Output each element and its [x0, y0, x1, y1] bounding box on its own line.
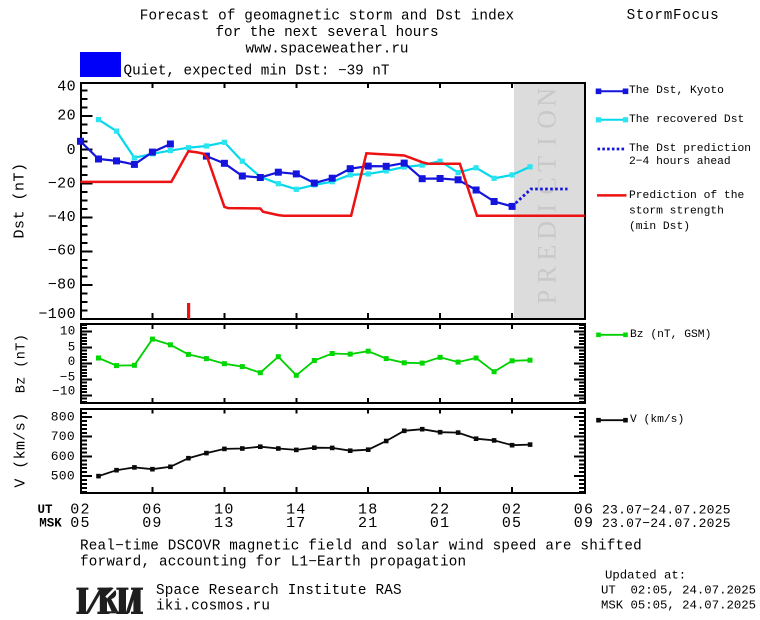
svg-text:D: D [533, 221, 562, 240]
svg-text:C: C [533, 177, 562, 194]
svg-text:V (km/s): V (km/s) [630, 414, 684, 426]
svg-text:O: O [533, 110, 562, 129]
svg-text:StormFocus: StormFocus [627, 8, 720, 24]
svg-text:05: 05 [70, 515, 90, 532]
svg-text:E: E [533, 245, 562, 261]
svg-text:Bz (nT): Bz (nT) [15, 334, 30, 394]
svg-text:(min Dst): (min Dst) [629, 221, 690, 233]
svg-text:09: 09 [574, 515, 594, 532]
svg-text:23.07−24.07.2025: 23.07−24.07.2025 [602, 503, 731, 518]
svg-text:13: 13 [214, 515, 234, 532]
svg-text:500: 500 [51, 469, 75, 484]
svg-text:V (km/s): V (km/s) [13, 412, 30, 487]
svg-text:storm strength: storm strength [629, 206, 724, 218]
svg-text:23.07−24.07.2025: 23.07−24.07.2025 [602, 516, 731, 531]
svg-text:iki.cosmos.ru: iki.cosmos.ru [156, 599, 270, 615]
svg-text:−20: −20 [48, 176, 76, 193]
svg-text:700: 700 [51, 429, 75, 444]
svg-text:The recovered Dst: The recovered Dst [629, 114, 744, 126]
svg-text:0: 0 [67, 142, 76, 159]
svg-text:02: 02 [70, 502, 90, 519]
svg-text:The Dst, Kyoto: The Dst, Kyoto [629, 85, 724, 97]
svg-text:5: 5 [68, 340, 76, 354]
svg-text:10: 10 [214, 502, 234, 519]
svg-text:R: R [533, 265, 562, 283]
svg-text:0: 0 [68, 355, 76, 369]
svg-text:21: 21 [358, 515, 378, 532]
svg-text:Space Research Institute RAS: Space Research Institute RAS [156, 583, 402, 599]
svg-text:Dst (nT): Dst (nT) [12, 162, 29, 238]
svg-text:20: 20 [57, 108, 76, 125]
svg-text:06: 06 [574, 502, 594, 519]
svg-text:−40: −40 [48, 209, 76, 226]
svg-text:UT: UT [37, 503, 53, 517]
svg-text:MSK: MSK [39, 517, 62, 531]
svg-text:2−4 hours ahead: 2−4 hours ahead [629, 156, 731, 168]
svg-text:40: 40 [57, 79, 76, 96]
svg-text:for the next several hours: for the next several hours [215, 25, 438, 41]
svg-text:800: 800 [51, 410, 75, 425]
svg-text:Real−time DSCOVR magnetic fiel: Real−time DSCOVR magnetic field and sola… [80, 539, 642, 555]
svg-text:T: T [533, 156, 562, 172]
svg-text:Bz (nT, GSM): Bz (nT, GSM) [630, 329, 711, 341]
svg-text:06: 06 [142, 502, 162, 519]
svg-text:−80: −80 [48, 277, 76, 294]
svg-text:Updated at:: Updated at: [605, 569, 686, 583]
svg-text:Forecast of geomagnetic storm: Forecast of geomagnetic storm and Dst in… [140, 9, 515, 25]
svg-text:22: 22 [430, 502, 450, 519]
svg-text:Prediction of the: Prediction of the [629, 190, 744, 202]
svg-text:02: 02 [502, 502, 522, 519]
svg-text:−10: −10 [52, 385, 75, 399]
svg-text:14: 14 [286, 502, 306, 519]
svg-text:05: 05 [502, 515, 522, 532]
svg-text:01: 01 [430, 515, 450, 532]
svg-text:600: 600 [51, 449, 75, 464]
svg-text:I: I [533, 204, 562, 213]
svg-text:N: N [533, 88, 562, 107]
svg-text:I: I [533, 137, 562, 146]
svg-text:The Dst prediction: The Dst prediction [629, 143, 751, 155]
svg-text:forward, accounting for L1−Ear: forward, accounting for L1−Earth propaga… [80, 555, 466, 571]
svg-text:18: 18 [358, 502, 378, 519]
svg-text:−60: −60 [48, 243, 76, 260]
svg-text:P: P [533, 290, 562, 304]
svg-text:UT 02:05, 24.07.2025: UT 02:05, 24.07.2025 [601, 584, 756, 598]
svg-text:10: 10 [60, 325, 76, 339]
svg-text:MSK 05:05, 24.07.2025: MSK 05:05, 24.07.2025 [601, 599, 756, 613]
svg-text:www.spaceweather.ru: www.spaceweather.ru [245, 42, 408, 58]
svg-text:−5: −5 [60, 371, 76, 385]
svg-text:Quiet, expected min Dst: −39 n: Quiet, expected min Dst: −39 nT [124, 64, 390, 80]
svg-text:−100: −100 [38, 306, 76, 323]
svg-text:09: 09 [142, 515, 162, 532]
svg-text:17: 17 [286, 515, 306, 532]
